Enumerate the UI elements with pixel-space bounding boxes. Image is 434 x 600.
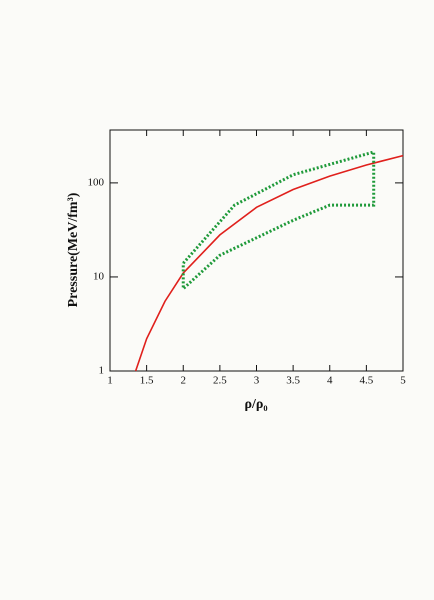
y-tick-label: 1 bbox=[99, 365, 105, 377]
x-tick-label: 2.5 bbox=[213, 375, 227, 387]
series-line bbox=[181, 150, 376, 293]
x-tick-label: 1 bbox=[107, 375, 113, 387]
series-line bbox=[134, 154, 404, 372]
x-tick-label: 5 bbox=[400, 375, 406, 387]
y-axis-label: Pressure(MeV/fm³) bbox=[66, 192, 81, 307]
x-tick-label: 3 bbox=[254, 375, 260, 387]
x-tick-label: 4.5 bbox=[360, 375, 374, 387]
x-tick-label: 1.5 bbox=[140, 375, 154, 387]
x-tick-label: 3.5 bbox=[286, 375, 300, 387]
x-tick-label: 2 bbox=[181, 375, 187, 387]
plot-frame bbox=[109, 129, 404, 372]
x-axis-label: ρ/ρ₀ bbox=[244, 397, 267, 412]
x-tick-label: 4 bbox=[327, 375, 333, 387]
y-tick-label: 100 bbox=[88, 176, 105, 188]
y-tick-label: 10 bbox=[93, 270, 105, 282]
